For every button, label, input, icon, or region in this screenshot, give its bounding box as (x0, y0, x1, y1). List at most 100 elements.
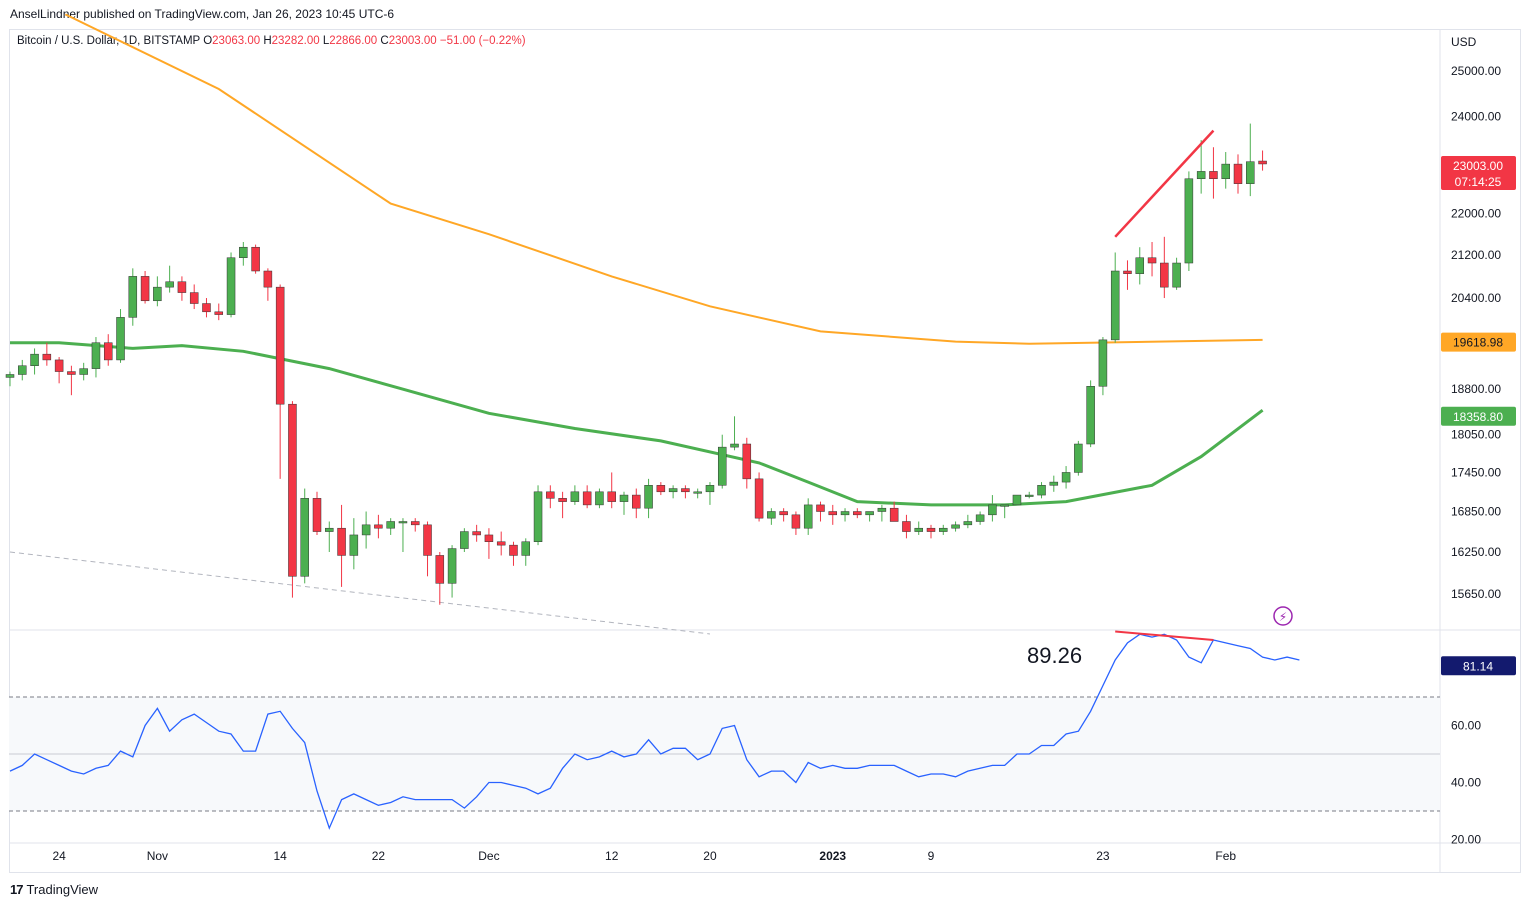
tradingview-brand: TradingView (26, 882, 99, 897)
low-label: L (322, 35, 330, 47)
high-value: 23282.00 (271, 35, 320, 47)
candle-body (1024, 494, 1034, 497)
open-label: O (203, 35, 213, 47)
time-tick-label: 22 (372, 849, 386, 863)
candle-body (398, 521, 408, 524)
candle-body (656, 485, 666, 493)
candle-body (1196, 171, 1206, 180)
candle-body (325, 527, 334, 532)
candle-body (853, 511, 862, 516)
time-tick-label: 24 (52, 849, 66, 863)
currency-label: USD (1451, 35, 1477, 49)
candle-body (803, 504, 813, 529)
candle-body (730, 443, 739, 448)
candle-body (595, 491, 604, 506)
candle-body (263, 270, 273, 288)
candle-body (717, 446, 727, 486)
candle-body (1147, 257, 1157, 264)
candle-body (18, 365, 27, 375)
time-tick-label: 2023 (819, 849, 846, 863)
last-price-badge-text: 07:14:25 (1455, 175, 1502, 189)
time-tick-label: Feb (1215, 849, 1236, 863)
ma-short-line (10, 341, 1264, 507)
candle-body (349, 534, 359, 556)
candle-body (742, 443, 752, 480)
symbol-legend[interactable]: Bitcoin / U.S. Dollar, 1D, BITSTAMP O230… (17, 35, 526, 47)
chart-frame (9, 29, 1521, 873)
price-tick-label: 22000.00 (1451, 207, 1501, 221)
candle-body (570, 491, 580, 502)
candle-body (1209, 171, 1218, 180)
candle-body (177, 281, 187, 293)
candle-body (951, 524, 960, 529)
candle-body (1172, 262, 1181, 288)
candle-body (1037, 485, 1046, 496)
tradingview-logo-icon: 17 (10, 882, 24, 897)
candle-body (975, 514, 985, 522)
candle-body (840, 511, 850, 516)
candle-body (423, 524, 432, 556)
time-tick-label: Dec (478, 849, 499, 863)
candle-body (668, 488, 678, 493)
candle-body (202, 303, 211, 313)
candle-body (447, 548, 457, 584)
candle-body (214, 311, 224, 315)
candle-body (1061, 472, 1071, 483)
change-value: −51.00 (−0.22%) (439, 35, 526, 47)
candle-body (251, 246, 260, 272)
price-tick-label: 21200.00 (1451, 248, 1501, 262)
lightning-icon: ⚡ (1279, 610, 1287, 624)
candle-body (189, 292, 199, 304)
candle-body (1098, 339, 1108, 387)
candle-body (939, 527, 948, 532)
ma-short-badge-text: 18358.80 (1453, 410, 1503, 424)
candle-body (288, 403, 297, 577)
candle-body (828, 511, 838, 516)
candle-body (1000, 504, 1009, 507)
candle-body (374, 524, 383, 529)
candle-body (30, 353, 39, 366)
candle-body (533, 491, 543, 542)
candle-body (140, 276, 150, 302)
candle-body (361, 524, 371, 536)
rsi-value-badge-bg (1441, 656, 1516, 676)
candle-body (632, 494, 641, 509)
publisher-line: AnselLindner published on TradingView.co… (10, 7, 395, 21)
candle-body (103, 342, 113, 361)
candle-body (582, 491, 592, 506)
price-trendline (1114, 129, 1215, 238)
candle-body (128, 276, 138, 318)
candle-body (902, 521, 911, 532)
candle-body (619, 494, 629, 502)
rsi-tick-label: 40.00 (1451, 776, 1481, 790)
candle-body (67, 371, 76, 375)
candle-body (79, 368, 88, 375)
candle-body (42, 353, 52, 361)
last-price-badge-bg (1441, 155, 1516, 190)
candle-body (865, 511, 874, 516)
candle-body (496, 541, 506, 546)
rsi-tick-label: 60.00 (1451, 719, 1481, 733)
candle-body (275, 286, 285, 405)
rsi-value-badge-text: 81.14 (1463, 659, 1493, 673)
rsi-annotation: 89.26 (1027, 643, 1082, 668)
candle-body (1221, 163, 1230, 180)
candle-body (484, 534, 494, 542)
candle-body (877, 507, 887, 512)
candle-body (1110, 270, 1120, 341)
candle-body (644, 485, 653, 509)
candle-body (963, 521, 973, 526)
price-tick-label: 18050.00 (1451, 428, 1501, 442)
candle-body (681, 488, 690, 493)
candle-body (1246, 161, 1255, 184)
candle-body (54, 359, 64, 372)
tradingview-logo[interactable]: 17 TradingView (10, 882, 98, 897)
price-tick-label: 20400.00 (1451, 291, 1501, 305)
rsi-line (9, 633, 1300, 830)
candle-body (889, 507, 899, 522)
ma-long-badge-text: 19618.98 (1453, 336, 1503, 350)
price-tick-label: 16850.00 (1451, 505, 1501, 519)
candle-body (754, 478, 764, 519)
high-label: H (263, 35, 272, 47)
